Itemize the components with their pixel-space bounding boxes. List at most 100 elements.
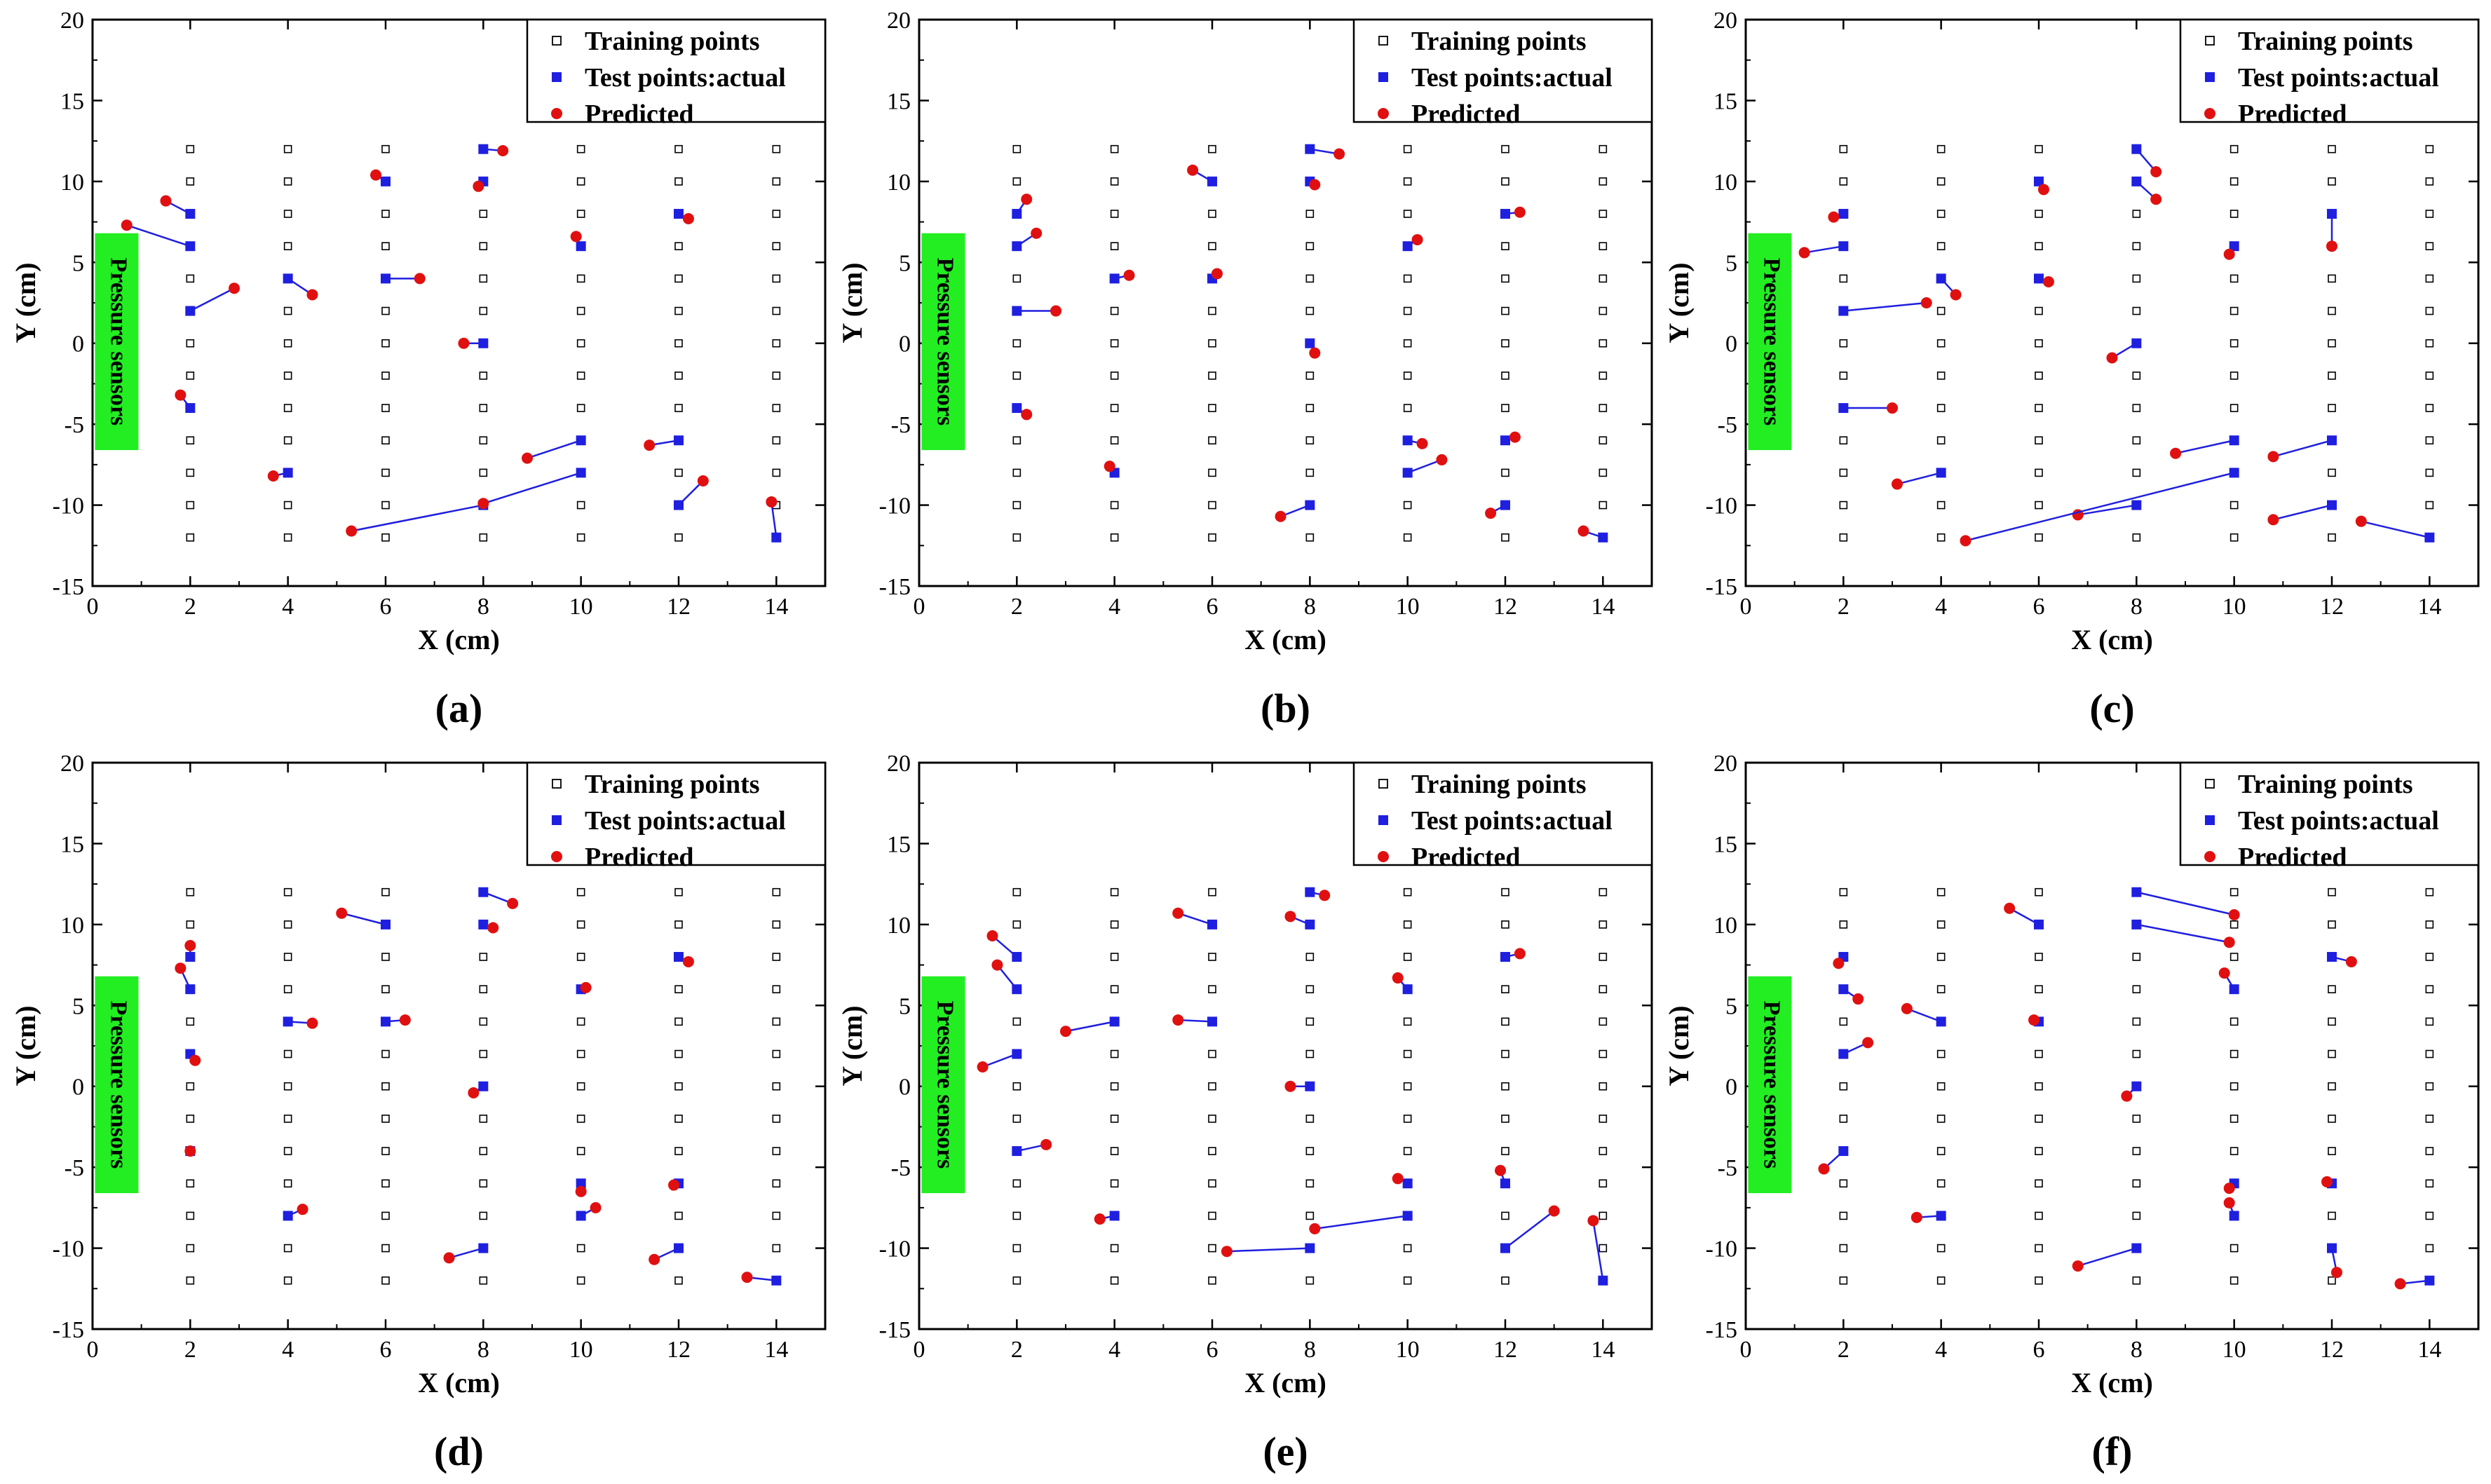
- test-point-actual: [381, 1016, 391, 1027]
- training-point: [1501, 985, 1509, 993]
- training-point: [674, 404, 683, 412]
- training-point: [1936, 242, 1946, 251]
- test-point-actual: [2131, 176, 2142, 186]
- training-point: [381, 953, 390, 961]
- training-point: [576, 953, 585, 961]
- training-point: [772, 985, 781, 993]
- y-axis-label: Y (cm): [10, 1005, 41, 1086]
- predicted-point: [1485, 508, 1497, 519]
- x-axis-label: X (cm): [418, 624, 500, 655]
- training-point: [1501, 920, 1509, 929]
- predicted-point: [682, 955, 694, 967]
- legend-test: Test points:actual: [1411, 63, 1613, 93]
- training-point: [1110, 177, 1119, 186]
- training-point: [1110, 887, 1119, 897]
- test-point-actual: [185, 306, 196, 316]
- training-point: [2132, 1049, 2141, 1058]
- training-point: [1110, 1115, 1119, 1123]
- predicted-point: [414, 273, 426, 285]
- pressure-sensor-strip: [1748, 976, 1792, 1194]
- training-point: [2132, 1115, 2141, 1123]
- training-point: [1839, 501, 1848, 510]
- training-point: [2328, 920, 2336, 929]
- training-point: [1839, 274, 1848, 283]
- predicted-point: [1060, 1026, 1071, 1037]
- training-point: [381, 1082, 390, 1091]
- test-point-actual: [1500, 209, 1510, 219]
- training-point: [2035, 1179, 2043, 1188]
- error-line: [1177, 912, 1213, 926]
- training-point: [2425, 920, 2434, 929]
- predicted-point: [1901, 1002, 1913, 1014]
- training-point: [283, 985, 292, 993]
- x-tick-label: 0: [87, 1337, 99, 1363]
- training-point: [1305, 242, 1315, 251]
- training-point: [2425, 274, 2434, 283]
- x-tick-label: 14: [2417, 594, 2441, 620]
- y-tick-label: -5: [65, 412, 84, 438]
- predicted-point: [1094, 1213, 1106, 1225]
- training-point: [283, 1082, 292, 1091]
- x-axis-label: X (cm): [1244, 1367, 1326, 1398]
- training-point: [283, 1276, 292, 1285]
- training-point: [1208, 468, 1216, 477]
- x-tick-label: 10: [569, 594, 593, 620]
- training-point: [576, 501, 585, 510]
- x-tick-label: 12: [2320, 594, 2344, 620]
- training-point: [772, 1082, 781, 1091]
- y-tick-label: 0: [1725, 1075, 1737, 1101]
- training-point: [2132, 210, 2141, 218]
- y-tick-label: 5: [1725, 250, 1737, 276]
- training-point: [1599, 274, 1608, 283]
- training-point: [479, 1179, 488, 1188]
- predicted-point: [697, 475, 709, 486]
- legend-marker-test: [552, 815, 562, 825]
- training-point: [2035, 372, 2043, 380]
- pressure-sensors: Pressure sensors: [921, 976, 965, 1194]
- training-point: [1599, 953, 1608, 961]
- y-tick-label: 15: [887, 88, 911, 114]
- training-point: [186, 177, 195, 186]
- panel-caption: (f): [2092, 1429, 2133, 1474]
- predicted-point: [1514, 948, 1526, 960]
- training-point: [2132, 436, 2141, 445]
- training-point: [381, 468, 390, 477]
- legend: Training points Test points:actual Predict…: [526, 761, 827, 872]
- test-point-actual: [771, 1275, 782, 1286]
- training-point: [1110, 436, 1119, 445]
- predicted-point: [1587, 1215, 1599, 1227]
- training-point: [1936, 985, 1946, 993]
- training-point: [1403, 1115, 1412, 1123]
- training-point: [674, 177, 683, 186]
- error-line: [482, 472, 582, 505]
- training-point: [674, 533, 683, 542]
- training-point: [1599, 210, 1608, 218]
- training-point: [2132, 1147, 2141, 1155]
- y-axis-label: Y (cm): [1663, 1005, 1695, 1086]
- predicted-point: [497, 144, 509, 156]
- training-point: [2328, 1017, 2336, 1026]
- test-point-actual: [576, 435, 586, 446]
- test-point-actual: [283, 468, 293, 478]
- training-point: [576, 210, 585, 218]
- predicted-point: [986, 930, 998, 942]
- training-point: [186, 920, 195, 929]
- training-point: [1839, 887, 1848, 897]
- x-tick-label: 6: [1207, 1337, 1219, 1363]
- panel-caption: (e): [1263, 1429, 1308, 1474]
- training-point: [576, 404, 585, 412]
- test-point-actual: [185, 984, 196, 995]
- training-point: [1839, 533, 1848, 542]
- legend-marker-training: [1378, 779, 1388, 789]
- error-line: [2273, 440, 2333, 458]
- test-point-actual: [2131, 144, 2142, 154]
- training-point: [1305, 1049, 1315, 1058]
- training-point: [1012, 339, 1021, 348]
- training-point: [1599, 1179, 1608, 1188]
- training-point: [772, 1017, 781, 1026]
- y-tick-label: 20: [1713, 751, 1737, 777]
- test-point-actual: [771, 532, 782, 543]
- training-point: [1305, 953, 1315, 961]
- y-tick-label: 10: [1713, 913, 1737, 939]
- x-tick-label: 2: [1838, 1337, 1849, 1363]
